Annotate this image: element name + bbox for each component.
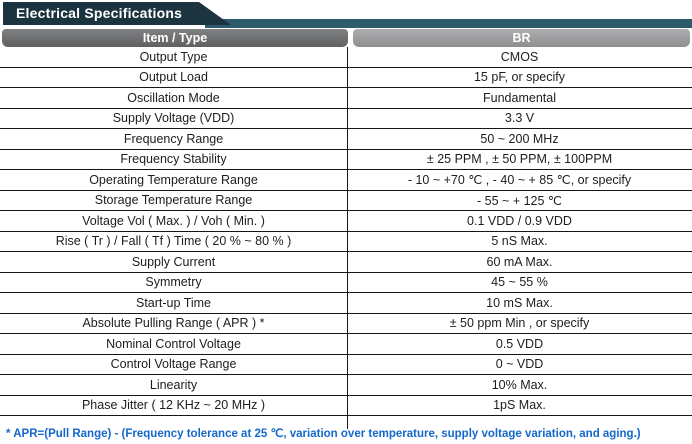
table-row: Storage Temperature Range - 55 ~ + 125 ℃ <box>0 191 692 211</box>
value-cell: 0 ~ VDD <box>495 357 544 372</box>
item-cell: Storage Temperature Range <box>94 193 253 208</box>
value-cell: 0.1 VDD / 0.9 VDD <box>467 213 572 228</box>
table-row: Output Load 15 pF, or specify <box>0 68 692 88</box>
table-row: Output Type CMOS <box>0 47 692 68</box>
value-cell: 10 mS Max. <box>486 295 553 310</box>
table-row: Voltage Vol ( Max. ) / Voh ( Min. ) 0.1 … <box>0 211 692 232</box>
spec-table: Output Type CMOS Output Load 15 pF, or s… <box>0 47 692 416</box>
item-cell: Voltage Vol ( Max. ) / Voh ( Min. ) <box>82 213 265 228</box>
item-cell: Oscillation Mode <box>127 90 220 105</box>
item-cell: Absolute Pulling Range ( APR ) * <box>82 316 265 331</box>
item-cell: Linearity <box>149 377 198 392</box>
value-cell: 3.3 V <box>504 111 535 126</box>
table-row: Frequency Stability ± 25 PPM , ± 50 PPM,… <box>0 150 692 170</box>
item-cell: Rise ( Tr ) / Fall ( Tf ) Time ( 20 % ~ … <box>55 234 292 249</box>
table-row: Rise ( Tr ) / Fall ( Tf ) Time ( 20 % ~ … <box>0 232 692 252</box>
value-cell: - 55 ~ + 125 ℃ <box>477 193 562 208</box>
table-row: Start-up Time 10 mS Max. <box>0 293 692 314</box>
item-cell: Control Voltage Range <box>110 357 237 372</box>
item-cell: Output Type <box>139 49 208 64</box>
table-row: Nominal Control Voltage 0.5 VDD <box>0 334 692 355</box>
table-row: Supply Voltage (VDD) 3.3 V <box>0 109 692 129</box>
item-cell: Symmetry <box>145 275 202 290</box>
value-cell: ± 50 ppm Min , or specify <box>449 316 590 331</box>
table-row: Linearity 10% Max. <box>0 375 692 396</box>
item-cell: Phase Jitter ( 12 KHz ~ 20 MHz ) <box>81 398 266 413</box>
table-row: Supply Current 60 mA Max. <box>0 252 692 273</box>
item-cell: Frequency Range <box>123 131 224 146</box>
item-cell: Frequency Stability <box>120 152 227 167</box>
value-cell: Fundamental <box>483 90 556 105</box>
table-row: Oscillation Mode Fundamental <box>0 88 692 109</box>
table-row: Phase Jitter ( 12 KHz ~ 20 MHz ) 1pS Max… <box>0 396 692 416</box>
item-cell: Supply Voltage (VDD) <box>112 111 235 126</box>
item-cell: Start-up Time <box>135 295 212 310</box>
column-headers: Item / Type BR <box>2 29 690 47</box>
value-cell: ± 25 PPM , ± 50 PPM, ± 100PPM <box>426 152 613 167</box>
item-cell: Output Load <box>139 70 208 85</box>
table-row: Symmetry 45 ~ 55 % <box>0 273 692 293</box>
column-divider <box>346 47 348 429</box>
title-banner: Electrical Specifications <box>3 2 231 25</box>
table-row: Absolute Pulling Range ( APR ) * ± 50 pp… <box>0 314 692 334</box>
value-cell: 45 ~ 55 % <box>491 275 548 290</box>
value-cell: 10% Max. <box>491 377 548 392</box>
column-header-type: BR <box>353 29 690 47</box>
column-header-item: Item / Type <box>2 29 348 47</box>
accent-bar <box>205 19 692 28</box>
table-row: Control Voltage Range 0 ~ VDD <box>0 355 692 375</box>
item-cell: Operating Temperature Range <box>89 172 258 187</box>
value-cell: - 10 ~ +70 ℃ , - 40 ~ + 85 ℃, or specify <box>407 173 632 188</box>
value-cell: 0.5 VDD <box>495 336 544 351</box>
item-cell: Supply Current <box>131 254 216 269</box>
value-cell: CMOS <box>500 49 539 64</box>
value-cell: 1pS Max. <box>493 398 546 413</box>
page-title: Electrical Specifications <box>16 5 183 21</box>
value-cell: 50 ~ 200 MHz <box>480 131 559 146</box>
item-cell: Nominal Control Voltage <box>106 336 241 351</box>
value-cell: 5 nS Max. <box>491 234 548 249</box>
value-cell: 15 pF, or specify <box>473 70 565 85</box>
footnote: * APR=(Pull Range) - (Frequency toleranc… <box>6 428 641 440</box>
table-row: Frequency Range 50 ~ 200 MHz <box>0 129 692 150</box>
table-row: Operating Temperature Range - 10 ~ +70 ℃… <box>0 170 692 191</box>
value-cell: 60 mA Max. <box>486 254 553 269</box>
